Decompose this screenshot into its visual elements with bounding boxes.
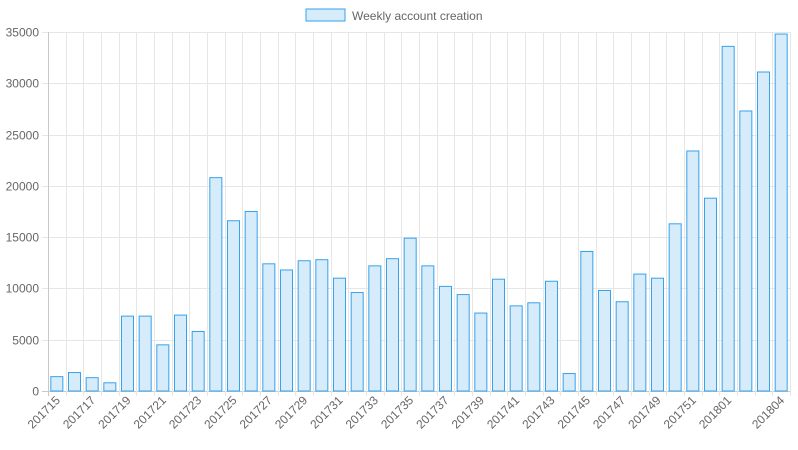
- x-tick-label: 201733: [343, 393, 381, 431]
- bar[interactable]: [703, 197, 717, 392]
- bar[interactable]: [244, 211, 258, 392]
- x-tick-label: 201739: [449, 393, 487, 431]
- y-tick-label: 5000: [12, 334, 39, 348]
- x-tick-label: 201721: [131, 393, 169, 431]
- bar[interactable]: [191, 331, 205, 392]
- x-tick-label: 201743: [519, 393, 557, 431]
- bar[interactable]: [739, 110, 753, 392]
- bar[interactable]: [615, 301, 629, 392]
- legend-label: Weekly account creation: [352, 9, 483, 23]
- bar[interactable]: [350, 292, 364, 392]
- legend-swatch: [305, 8, 346, 22]
- bar[interactable]: [103, 382, 117, 392]
- x-tick-label: 201741: [484, 393, 522, 431]
- y-tick-label: 35000: [6, 26, 40, 40]
- x-tick-label: 201804: [749, 393, 787, 431]
- bar[interactable]: [774, 33, 788, 392]
- bar[interactable]: [421, 265, 435, 392]
- bar[interactable]: [403, 237, 417, 392]
- x-tick-label: 201735: [378, 393, 416, 431]
- x-tick-label: 201719: [95, 393, 133, 431]
- bar[interactable]: [209, 177, 223, 392]
- bar[interactable]: [156, 344, 170, 392]
- y-tick-label: 0: [32, 385, 39, 399]
- bar[interactable]: [173, 314, 188, 392]
- bar[interactable]: [474, 312, 488, 392]
- x-tick-label: 201737: [413, 393, 451, 431]
- bar[interactable]: [226, 220, 241, 392]
- bars: [50, 33, 788, 392]
- y-tick-label: 30000: [6, 77, 40, 91]
- legend[interactable]: Weekly account creation: [305, 8, 483, 23]
- bar[interactable]: [438, 285, 452, 392]
- bar[interactable]: [668, 223, 682, 392]
- bar[interactable]: [297, 260, 311, 392]
- bar[interactable]: [67, 372, 81, 392]
- bar[interactable]: [85, 377, 99, 392]
- y-tick-label: 25000: [6, 129, 40, 143]
- y-axis: 0 5000 10000 15000 20000 25000 30000 35000: [6, 26, 40, 399]
- bar[interactable]: [262, 263, 276, 392]
- x-tick-label: 201723: [166, 393, 204, 431]
- bar[interactable]: [50, 376, 64, 392]
- x-tick-label: 201731: [307, 393, 345, 431]
- bar[interactable]: [633, 273, 647, 392]
- bar[interactable]: [279, 269, 293, 392]
- bar[interactable]: [562, 373, 576, 392]
- grid: [42, 32, 791, 396]
- x-tick-label: 201715: [25, 393, 63, 431]
- x-tick-label: 201749: [625, 393, 663, 431]
- bar[interactable]: [315, 259, 329, 392]
- y-tick-label: 15000: [6, 231, 40, 245]
- x-tick-label: 201727: [237, 393, 275, 431]
- bar[interactable]: [756, 71, 770, 392]
- x-tick-label: 201729: [272, 393, 310, 431]
- y-tick-label: 20000: [6, 180, 40, 194]
- bar[interactable]: [597, 289, 611, 392]
- bar[interactable]: [686, 150, 700, 392]
- y-tick-label: 10000: [6, 282, 40, 296]
- bar[interactable]: [509, 305, 523, 392]
- bar[interactable]: [544, 280, 558, 392]
- bar[interactable]: [721, 45, 735, 392]
- x-tick-label: 201717: [60, 393, 98, 431]
- x-tick-label: 201747: [590, 393, 628, 431]
- bar[interactable]: [368, 265, 382, 392]
- bar[interactable]: [527, 302, 541, 392]
- x-axis: 2017152017172017192017212017232017252017…: [25, 393, 788, 431]
- bar[interactable]: [650, 277, 664, 392]
- bar[interactable]: [456, 294, 470, 392]
- bar[interactable]: [120, 315, 134, 392]
- bar[interactable]: [332, 277, 346, 392]
- x-tick-label: 201745: [555, 393, 593, 431]
- x-tick-label: 201751: [661, 393, 699, 431]
- bar[interactable]: [580, 251, 594, 392]
- bar[interactable]: [138, 315, 152, 392]
- bar[interactable]: [385, 258, 399, 392]
- bar[interactable]: [491, 278, 505, 392]
- x-tick-label: 201725: [201, 393, 239, 431]
- x-tick-label: 201801: [696, 393, 734, 431]
